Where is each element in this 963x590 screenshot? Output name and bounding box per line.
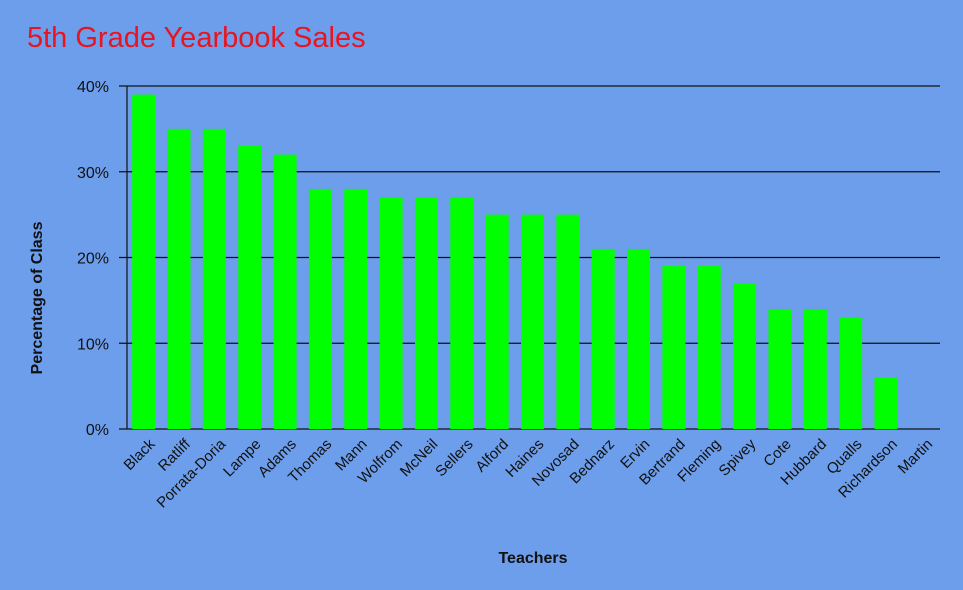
bars: [132, 94, 898, 429]
y-tick-label: 10%: [77, 336, 109, 353]
x-tick-labels: BlackRatliffPorrata-DoriaLampeAdamsThoma…: [121, 435, 937, 511]
x-tick-label: Sellers: [432, 436, 476, 480]
bar-lampe: [238, 146, 262, 429]
bar-haines: [521, 214, 544, 429]
bar-sellers: [450, 197, 474, 429]
bar-qualls: [839, 317, 863, 429]
y-tick-labels: 0% 10% 20% 30% 40%: [77, 79, 109, 439]
x-tick-label: Lampe: [220, 436, 264, 480]
bar-porrata-doria: [202, 128, 226, 429]
y-tick-label: 20%: [77, 251, 109, 268]
y-tick-label: 30%: [77, 165, 109, 182]
bar-bertrand: [662, 266, 686, 429]
bar-wolfrom: [379, 197, 403, 429]
y-tick-label: 0%: [86, 422, 109, 439]
y-axis-label: Percentage of Class: [29, 221, 46, 374]
bar-alford: [485, 214, 509, 429]
bar-thomas: [308, 188, 332, 429]
bar-bednarz: [591, 248, 615, 429]
x-axis-label: Teachers: [498, 550, 567, 567]
bar-adams: [273, 154, 297, 429]
x-tick-label: Black: [121, 435, 159, 473]
bar-ervin: [627, 248, 651, 429]
bar-novosad: [556, 214, 580, 429]
x-tick-label: McNeil: [397, 436, 441, 480]
bar-mcneil: [414, 197, 438, 429]
bar-hubbard: [803, 308, 827, 429]
bar-black: [132, 94, 156, 429]
bar-spivey: [733, 283, 757, 429]
x-tick-label: Martin: [895, 436, 936, 477]
y-tick-label: 40%: [77, 79, 109, 96]
chart-title: 5th Grade Yearbook Sales: [27, 22, 366, 54]
bar-fleming: [697, 266, 721, 429]
bar-cote: [768, 308, 792, 429]
bar-richardson: [874, 377, 898, 429]
bar-mann: [344, 188, 368, 429]
bar-ratliff: [167, 128, 191, 429]
x-tick-label: Spivey: [716, 435, 760, 479]
